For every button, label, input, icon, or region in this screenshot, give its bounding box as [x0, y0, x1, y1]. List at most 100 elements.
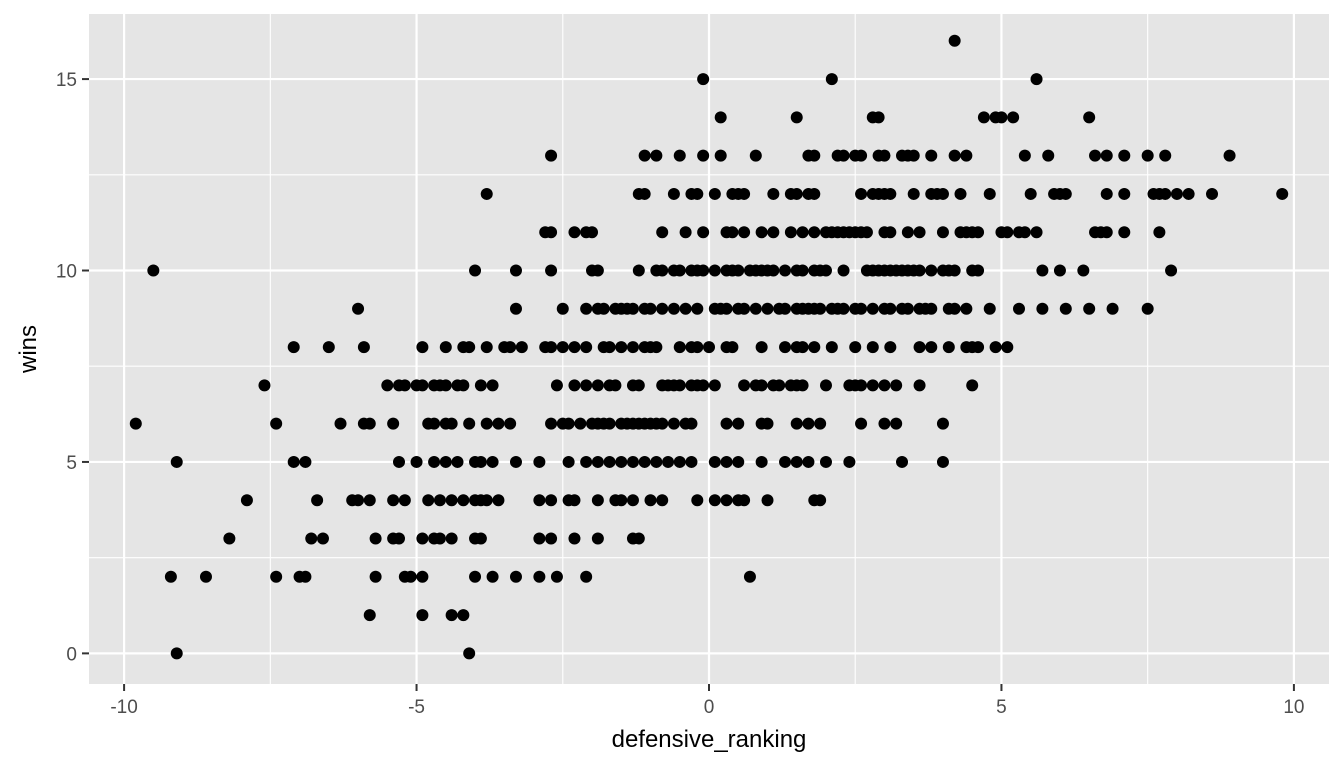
data-point [580, 341, 593, 354]
data-point [492, 494, 505, 507]
data-point [626, 455, 639, 468]
data-point [790, 417, 803, 430]
data-point [679, 302, 692, 315]
data-point [1083, 111, 1096, 124]
data-point [480, 187, 493, 200]
data-point [387, 417, 400, 430]
data-point [808, 341, 821, 354]
data-point [738, 494, 751, 507]
data-point [439, 341, 452, 354]
data-point [866, 341, 879, 354]
data-point [1118, 226, 1131, 239]
data-point [714, 149, 727, 162]
data-point [457, 609, 470, 622]
data-point [936, 417, 949, 430]
data-point [562, 417, 575, 430]
data-point [650, 455, 663, 468]
data-point [615, 494, 628, 507]
data-point [673, 341, 686, 354]
data-point [720, 455, 733, 468]
data-point [644, 302, 657, 315]
data-point [901, 302, 914, 315]
data-point [609, 379, 622, 392]
data-point [509, 570, 522, 583]
data-point [837, 149, 850, 162]
data-point [708, 455, 721, 468]
data-point [504, 341, 517, 354]
data-point [258, 379, 271, 392]
data-point [603, 417, 616, 430]
data-point [334, 417, 347, 430]
data-point [416, 341, 429, 354]
data-point [726, 226, 739, 239]
data-point [486, 455, 499, 468]
x-tick-label: -10 [110, 697, 137, 718]
data-point [936, 187, 949, 200]
data-point [860, 226, 873, 239]
data-point [779, 264, 792, 277]
data-point [743, 570, 756, 583]
data-point [1007, 111, 1020, 124]
data-point [673, 455, 686, 468]
data-point [656, 264, 669, 277]
data-point [363, 417, 376, 430]
data-point [463, 341, 476, 354]
y-tick-label: 15 [56, 70, 77, 91]
data-point [533, 494, 546, 507]
data-point [352, 494, 365, 507]
data-point [439, 455, 452, 468]
data-point [586, 226, 599, 239]
data-point [913, 379, 926, 392]
data-point [597, 302, 610, 315]
data-point [925, 341, 938, 354]
data-point [545, 494, 558, 507]
data-point [270, 570, 283, 583]
data-point [1053, 264, 1066, 277]
data-point [814, 417, 827, 430]
data-point [445, 494, 458, 507]
data-point [796, 264, 809, 277]
data-point [913, 264, 926, 277]
data-point [416, 609, 429, 622]
data-point [697, 264, 710, 277]
data-point [1153, 226, 1166, 239]
data-point [1089, 149, 1102, 162]
data-point [790, 187, 803, 200]
data-point [662, 455, 675, 468]
data-point [667, 187, 680, 200]
data-point [433, 494, 446, 507]
data-point [825, 73, 838, 86]
data-point [761, 302, 774, 315]
data-point [1030, 73, 1043, 86]
data-point [656, 226, 669, 239]
data-point [825, 341, 838, 354]
y-tick-label: 10 [56, 262, 77, 283]
data-point [591, 264, 604, 277]
data-point [352, 302, 365, 315]
data-point [644, 494, 657, 507]
data-point [1206, 187, 1219, 200]
data-point [580, 455, 593, 468]
data-point [562, 455, 575, 468]
data-point [884, 187, 897, 200]
data-point [790, 455, 803, 468]
data-point [685, 455, 698, 468]
data-point [416, 379, 429, 392]
data-point [784, 226, 797, 239]
data-point [199, 570, 212, 583]
data-point [550, 379, 563, 392]
data-point [568, 532, 581, 545]
data-point [568, 494, 581, 507]
data-point [574, 417, 587, 430]
data-point [884, 226, 897, 239]
data-point [311, 494, 324, 507]
data-point [428, 455, 441, 468]
data-point [615, 341, 628, 354]
data-point [966, 379, 979, 392]
data-point [855, 187, 868, 200]
data-point [509, 455, 522, 468]
data-point [796, 379, 809, 392]
data-point [755, 341, 768, 354]
data-point [808, 226, 821, 239]
data-point [884, 341, 897, 354]
